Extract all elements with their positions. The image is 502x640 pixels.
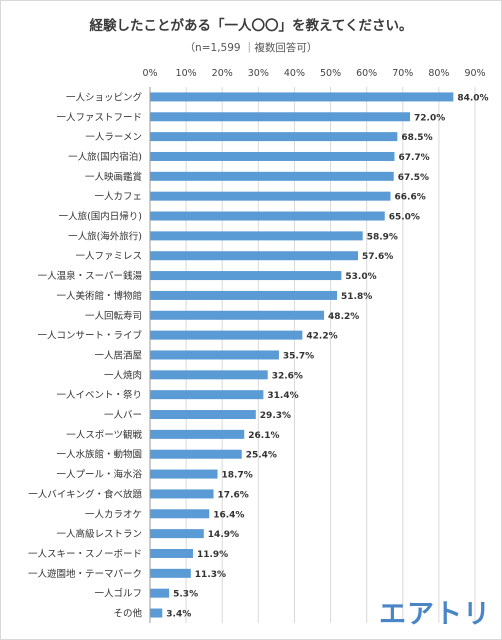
bar (150, 509, 210, 519)
value-label: 48.2% (328, 312, 359, 322)
value-label: 67.7% (398, 153, 429, 163)
value-label: 25.4% (246, 451, 277, 461)
value-label: 31.4% (267, 391, 298, 401)
category-label: 一人映画鑑賞 (85, 171, 142, 183)
bar (150, 290, 338, 300)
category-label: 一人スポーツ観戦 (66, 429, 142, 441)
value-label: 3.4% (166, 610, 191, 620)
x-tick-label: 10% (176, 68, 197, 79)
category-label: 一人居酒屋 (94, 350, 142, 361)
category-label: その他 (113, 608, 142, 620)
x-tick-label: 80% (428, 68, 449, 79)
category-label: 一人ラーメン (85, 132, 142, 143)
category-label: 一人焼肉 (104, 369, 142, 381)
bar (150, 330, 303, 340)
bar (150, 231, 363, 241)
x-tick-label: 20% (212, 68, 233, 79)
chart-title: 経験したことがある「一人〇〇」を教えてください。 (89, 18, 413, 34)
value-label: 72.0% (414, 113, 445, 123)
bar (150, 132, 398, 142)
bar (150, 548, 193, 558)
category-label: 一人イベント・祭り (56, 389, 142, 401)
category-label: 一人水族館・動物園 (56, 449, 142, 461)
value-label: 67.5% (398, 173, 429, 183)
bar (150, 410, 256, 420)
value-label: 68.5% (401, 133, 432, 143)
category-label: 一人旅(国内宿泊) (68, 151, 142, 163)
x-tick-label: 70% (392, 68, 413, 79)
value-label: 26.1% (248, 431, 279, 441)
bar (150, 608, 163, 618)
category-label: 一人バー (104, 410, 142, 421)
bar (150, 489, 214, 499)
value-label: 53.0% (345, 272, 376, 282)
category-label: 一人ゴルフ (94, 588, 142, 600)
bar (150, 191, 391, 201)
value-label: 17.6% (218, 490, 249, 500)
bar (150, 529, 204, 539)
bar (150, 171, 394, 181)
category-label: 一人遊園地・テーマパーク (28, 568, 142, 580)
value-label: 18.7% (222, 471, 253, 481)
bar (150, 112, 410, 122)
value-label: 16.4% (213, 510, 244, 520)
bar (150, 92, 454, 102)
value-label: 11.3% (195, 570, 226, 580)
category-label: 一人カフェ (94, 192, 142, 203)
bar (150, 469, 218, 479)
category-label: 一人旅(国内日帰り) (59, 211, 142, 223)
x-tick-label: 90% (464, 68, 485, 79)
bar (150, 588, 170, 598)
category-label: 一人バイキング・食べ放題 (28, 488, 142, 500)
bar (150, 271, 342, 281)
category-label: 一人温泉・スーパー銭湯 (38, 270, 143, 282)
value-label: 51.8% (341, 292, 372, 302)
category-label: 一人ファミレス (75, 251, 142, 262)
category-label: 一人旅(海外旅行) (68, 230, 142, 242)
value-label: 57.6% (362, 252, 393, 262)
value-label: 65.0% (389, 213, 420, 223)
bar (150, 429, 245, 439)
value-label: 14.9% (208, 530, 239, 540)
category-label: 一人プール・海水浴 (56, 469, 142, 481)
value-label: 5.3% (173, 590, 198, 600)
bar (150, 251, 358, 261)
x-tick-label: 0% (142, 68, 157, 79)
value-label: 42.2% (306, 332, 337, 342)
x-tick-label: 60% (356, 68, 377, 79)
bar (150, 310, 325, 320)
value-label: 84.0% (457, 93, 488, 103)
category-label: 一人ファストフード (56, 112, 142, 123)
category-label: 一人高級レストラン (56, 528, 142, 540)
x-tick-label: 40% (284, 68, 305, 79)
bar (150, 370, 268, 380)
x-tick-label: 50% (320, 68, 341, 79)
bar (150, 151, 395, 161)
value-label: 11.9% (197, 550, 228, 560)
category-label: 一人カラオケ (85, 509, 142, 520)
chart-subtitle: （n=1,599 ｜複数回答可） (184, 42, 318, 54)
category-label: 一人スキー・スノーボード (28, 549, 142, 560)
value-label: 35.7% (283, 351, 314, 361)
category-label: 一人コンサート・ライブ (37, 330, 142, 342)
value-label: 29.3% (260, 411, 291, 421)
bar (150, 211, 385, 221)
value-label: 66.6% (395, 193, 426, 203)
category-label: 一人美術館・博物館 (56, 290, 142, 302)
x-tick-label: 30% (248, 68, 269, 79)
bar (150, 568, 191, 578)
category-label: 一人ショッピング (66, 91, 143, 103)
value-label: 58.9% (367, 232, 398, 242)
bar (150, 390, 264, 400)
bar (150, 449, 242, 459)
brand-logo: エアトリ (379, 599, 491, 630)
category-label: 一人回転寿司 (85, 310, 142, 322)
bar (150, 350, 279, 360)
value-label: 32.6% (272, 371, 303, 381)
